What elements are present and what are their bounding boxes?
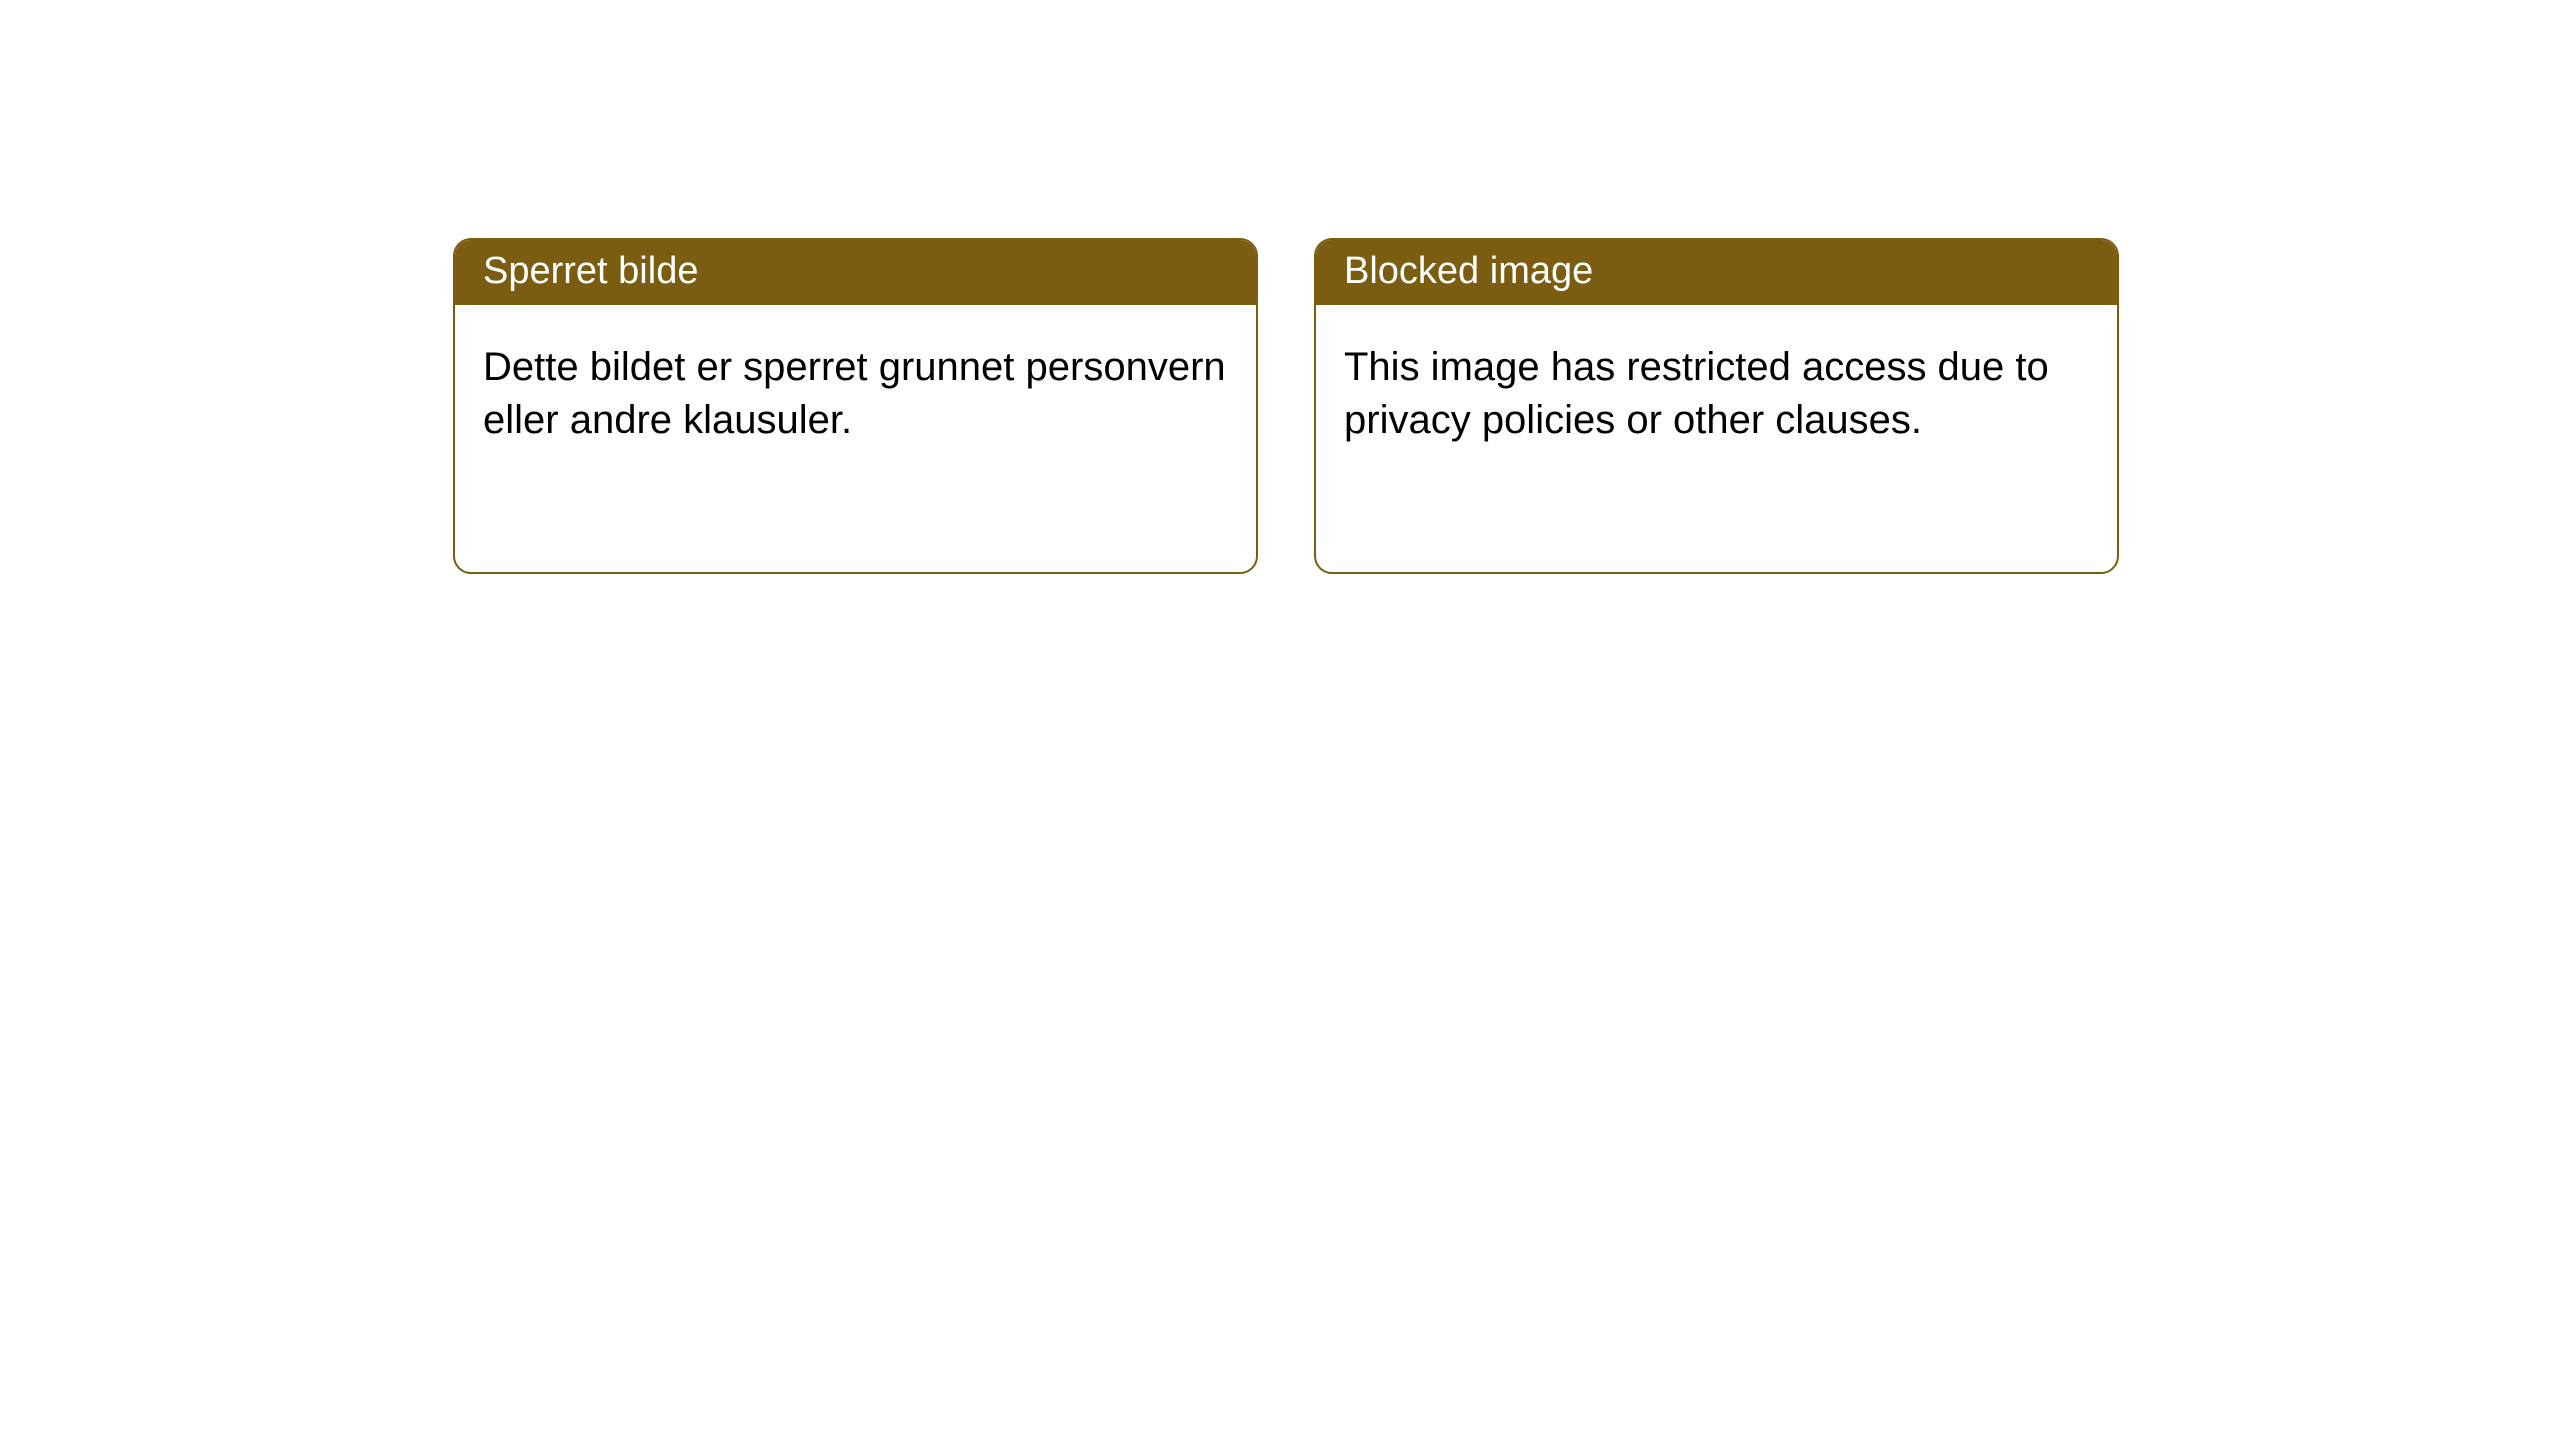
notice-card-title: Sperret bilde bbox=[455, 240, 1256, 305]
notice-card-en: Blocked image This image has restricted … bbox=[1314, 238, 2119, 574]
notice-card-body: Dette bildet er sperret grunnet personve… bbox=[455, 305, 1256, 475]
notice-card-title: Blocked image bbox=[1316, 240, 2117, 305]
notice-cards-row: Sperret bilde Dette bildet er sperret gr… bbox=[453, 238, 2119, 574]
notice-card-body: This image has restricted access due to … bbox=[1316, 305, 2117, 475]
notice-card-no: Sperret bilde Dette bildet er sperret gr… bbox=[453, 238, 1258, 574]
